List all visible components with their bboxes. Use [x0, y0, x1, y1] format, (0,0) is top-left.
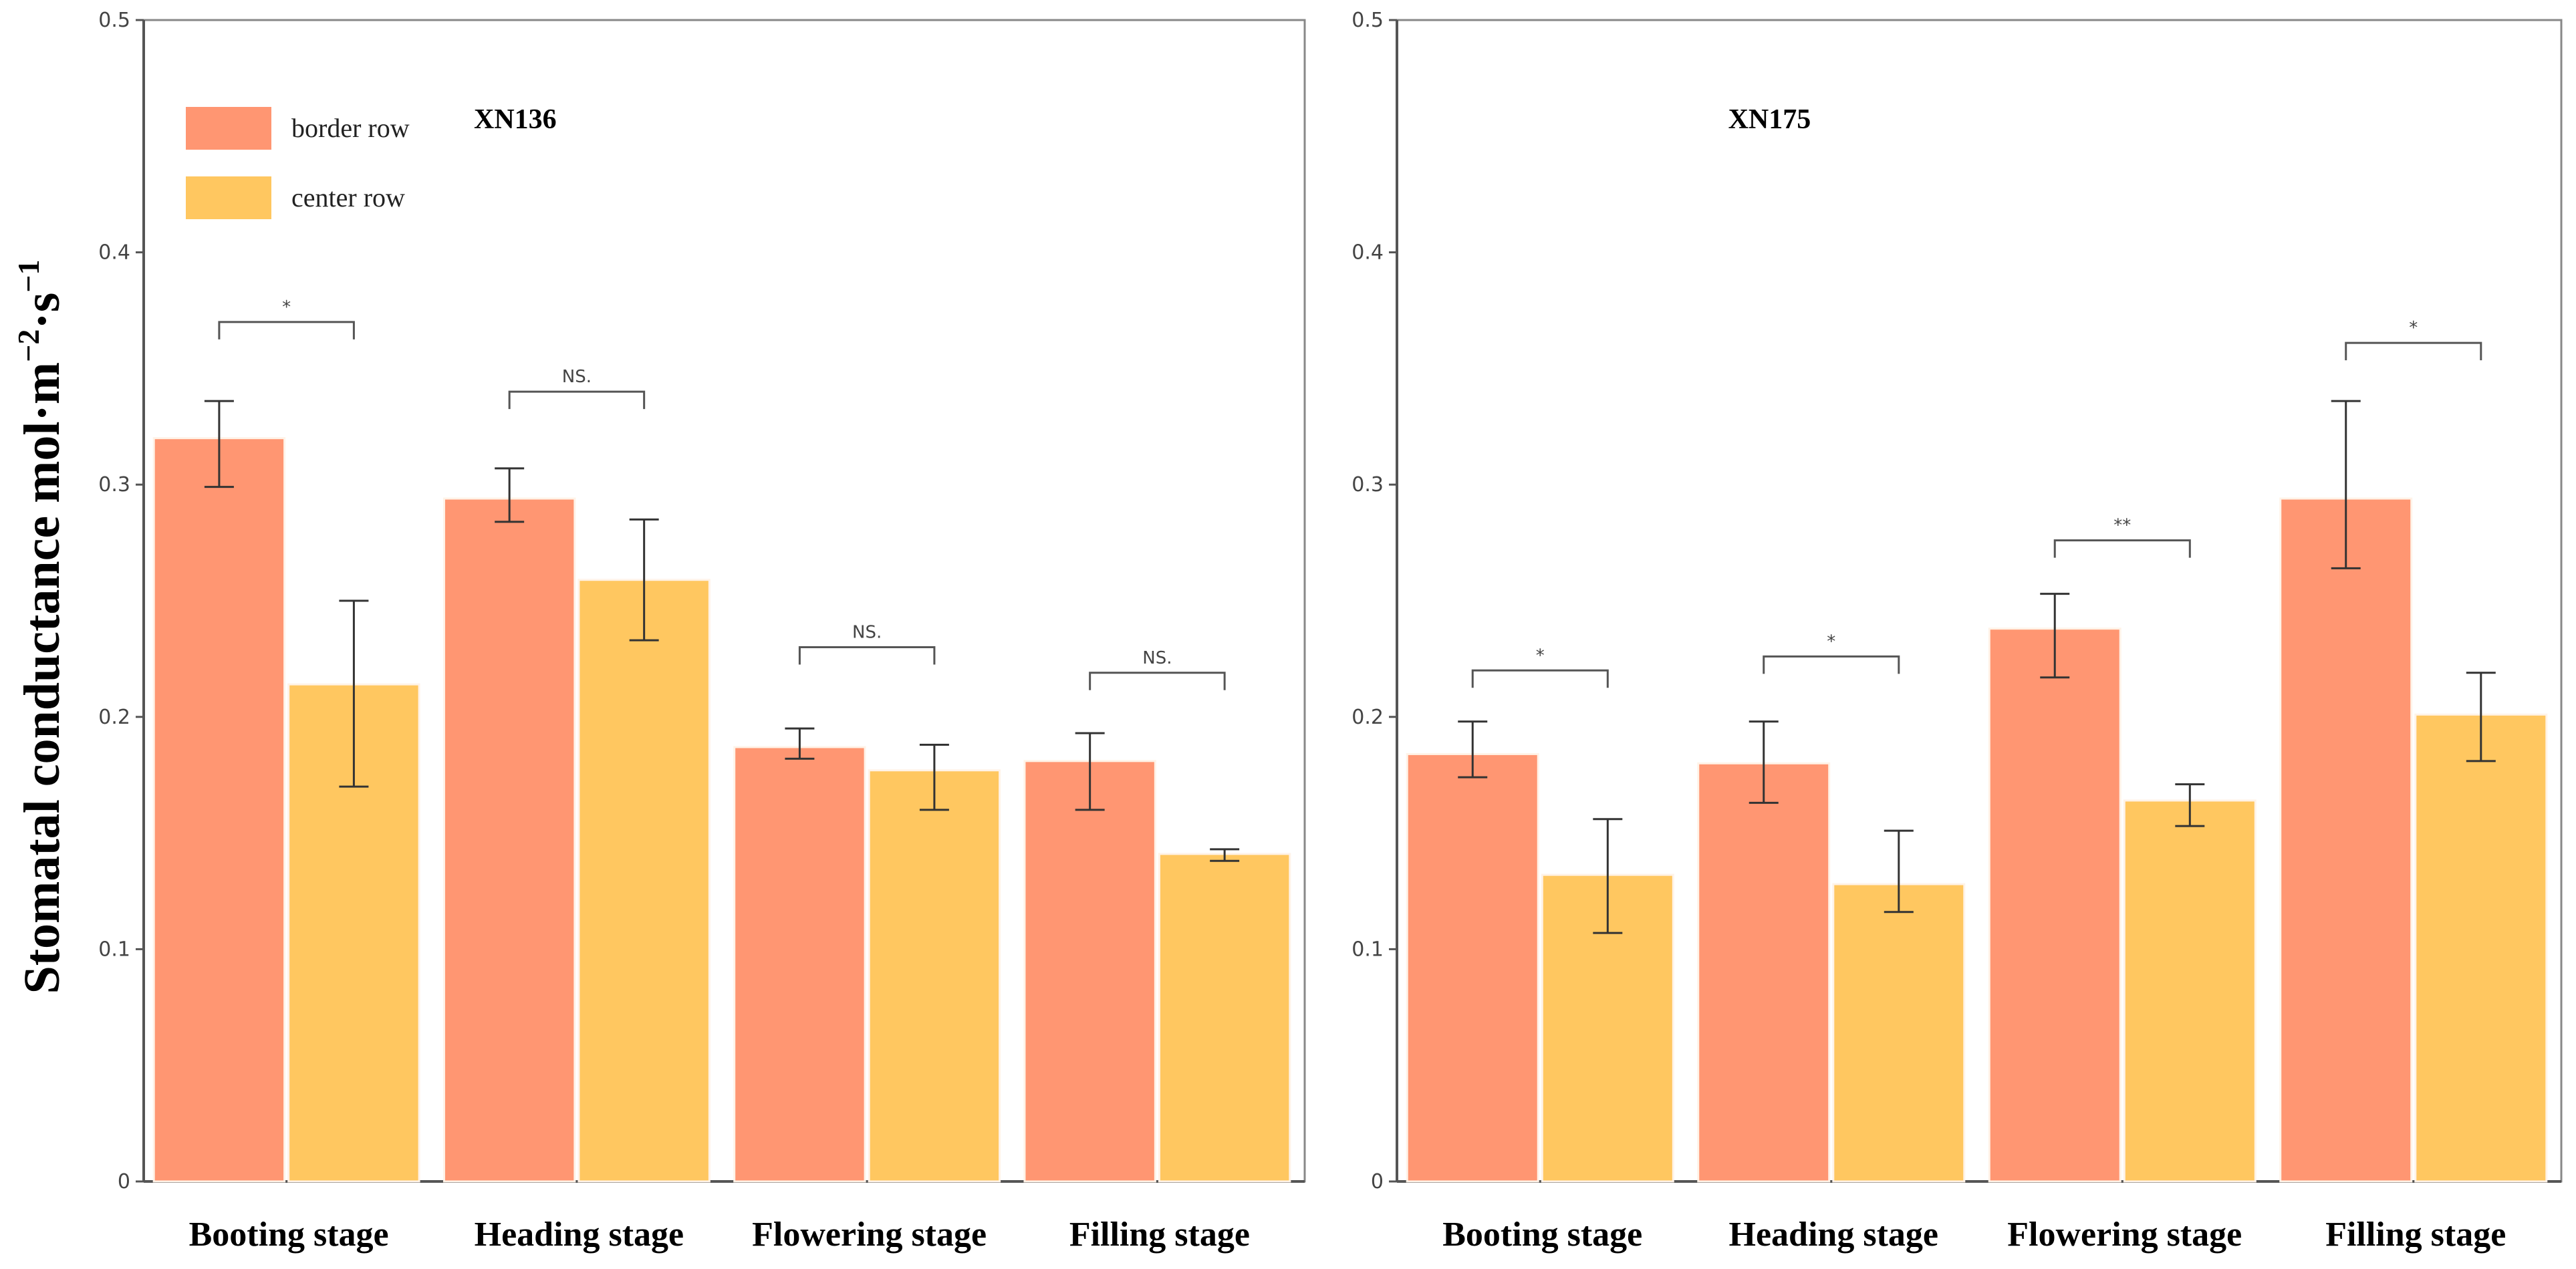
legend-label: border row [291, 113, 410, 143]
legend-swatch-border-row [186, 107, 271, 150]
y-tick-label: 0.3 [1351, 473, 1384, 497]
bar-center-row [868, 769, 1001, 1183]
y-tick-label: 0.2 [1351, 706, 1384, 729]
chart-title: XN175 [1728, 104, 1811, 135]
y-tick-label: 0 [1371, 1170, 1384, 1193]
category-label: Heading stage [475, 1216, 684, 1254]
category-label: Flowering stage [2007, 1216, 2242, 1254]
legend-label: center row [291, 182, 405, 213]
bar-border-row [442, 497, 576, 1183]
y-tick-label: 0.3 [98, 473, 130, 497]
bar-border-row [1988, 627, 2121, 1183]
significance-bracket [2053, 539, 2191, 558]
bar-border-row [2279, 497, 2413, 1183]
bar-center-row [1158, 853, 1291, 1183]
category-label: Filling stage [1069, 1216, 1250, 1254]
y-tick-label: 0.4 [1351, 241, 1384, 265]
y-tick-label: 0.2 [98, 706, 130, 729]
significance-bracket [508, 390, 646, 410]
significance-bracket [218, 321, 355, 339]
bar-center-row [2123, 799, 2257, 1183]
significance-bracket [1763, 655, 1900, 674]
significance-label: * [1536, 646, 1545, 666]
category-label: Heading stage [1729, 1216, 1938, 1254]
bar-center-row [2414, 713, 2548, 1183]
significance-label: * [1827, 631, 1835, 652]
bar-center-row [577, 579, 711, 1183]
significance-label: NS. [1142, 648, 1172, 668]
legend-swatch-center-row [186, 176, 271, 219]
bar-border-row [152, 437, 286, 1183]
y-tick-label: 0.1 [98, 938, 130, 961]
significance-bracket [798, 646, 936, 665]
category-label: Filling stage [2325, 1216, 2506, 1254]
y-tick-label: 0.5 [98, 9, 130, 32]
bar-center-row [1832, 883, 1966, 1183]
significance-label: * [2409, 318, 2418, 338]
chart-xn175: 0 0.1 0.2 0.3 0.4 0.5 XN175 * Booting stage * Head… [1351, 9, 2563, 1254]
significance-label: ** [2113, 516, 2131, 536]
significance-bracket [2345, 341, 2482, 361]
category-label: Booting stage [1442, 1216, 1642, 1254]
y-axis-label-text: Stomatal conductance mol·m−2·s−1 [11, 259, 70, 994]
y-tick-label: 0.1 [1351, 938, 1384, 961]
bar-border-row [1406, 752, 1539, 1183]
significance-label: NS. [562, 367, 592, 387]
y-tick-label: 0.5 [1351, 9, 1384, 32]
significance-bracket [1471, 669, 1609, 688]
bar-border-row [733, 746, 866, 1183]
y-tick-label: 0.4 [98, 241, 130, 265]
bar-border-row [1023, 760, 1156, 1183]
significance-label: * [282, 297, 291, 317]
significance-label: NS. [852, 623, 882, 643]
category-label: Booting stage [189, 1216, 389, 1254]
bar-border-row [1697, 762, 1831, 1183]
y-tick-label: 0 [118, 1170, 130, 1193]
chart-title: XN136 [474, 104, 557, 135]
y-axis-label: Stomatal conductance mol·m−2·s−1 [11, 259, 70, 994]
significance-bracket [1089, 672, 1226, 690]
category-label: Flowering stage [752, 1216, 987, 1254]
chart-xn136: 0 0.1 0.2 0.3 0.4 0.5 XN136 * Booting stage NS. He… [98, 9, 1306, 1254]
